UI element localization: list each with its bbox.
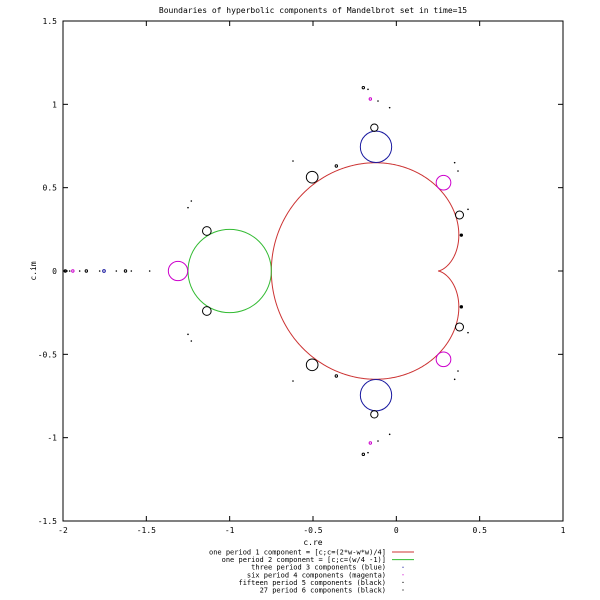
period-6-component-dot [98, 270, 101, 272]
legend-label-series-3: three period 3 components (blue) [251, 564, 386, 572]
component-boundary-circle [123, 269, 128, 273]
component-boundary-circle [455, 322, 464, 332]
period-6-component-dot [292, 380, 294, 382]
component-boundary-circle [368, 97, 373, 101]
x-tick-label: 0 [394, 526, 399, 535]
x-tick-label: -0.5 [303, 526, 322, 535]
component-boundaries [63, 85, 469, 457]
period-6-component-dot [187, 333, 189, 336]
period-6-component-dot [367, 451, 369, 454]
component-boundary-circle [370, 410, 379, 419]
chart-title: Boundaries of hyperbolic components of M… [159, 6, 467, 15]
y-tick-label: 1.5 [43, 17, 58, 26]
component-boundary-circle [455, 210, 464, 220]
legend: one period 1 component = [c;c=(2*w-w*w)/… [209, 549, 414, 595]
period-6-component-dot [78, 270, 81, 272]
x-tick-label: -2 [58, 526, 68, 535]
x-axis-label: c.re [303, 538, 322, 547]
period-6-component-dot [130, 270, 133, 272]
period-6-component-dot [388, 433, 391, 436]
legend-label-series-6: 27 period 6 components (black) [260, 587, 386, 595]
axis-ticks: -2 -1.5 -1 -0.5 0 0.5 1-1.5-1-0.500.511.5 [38, 17, 566, 535]
y-axis-label: c.im [29, 261, 38, 280]
component-boundary-circle [435, 174, 452, 191]
series-6-group [63, 88, 469, 454]
x-tick-label: 0.5 [472, 526, 487, 535]
period-6-component-dot [292, 160, 294, 162]
y-tick-label: -1 [47, 434, 57, 443]
period-6-component-dot [63, 270, 66, 272]
component-boundary-circle [361, 85, 366, 90]
y-tick-label: -0.5 [38, 350, 57, 359]
legend-swatch-series-3 [402, 566, 404, 568]
period-6-component-dot [453, 378, 456, 381]
component-boundary-circle [361, 452, 366, 457]
component-boundary-circle [305, 358, 319, 372]
period-6-component-dot [115, 270, 118, 272]
period-6-component-dot [190, 200, 193, 202]
period-6-component-dot [457, 170, 459, 172]
component-boundary-circle [334, 374, 339, 378]
component-boundary-circle [368, 441, 373, 445]
period-6-component-dot [453, 161, 456, 164]
component-boundary-circle [84, 269, 89, 273]
component-boundary-circle [202, 226, 212, 236]
legend-swatch-series-5 [402, 581, 404, 584]
period-6-component-dot [190, 340, 193, 342]
component-boundary-circle [202, 306, 212, 316]
legend-swatch-series-6 [402, 589, 404, 591]
period-6-component-dot [467, 208, 469, 211]
component-boundary-circle [334, 164, 339, 168]
period-6-component-dot [377, 100, 379, 102]
period-6-component-dot [467, 331, 469, 334]
period-6-component-dot [148, 270, 151, 272]
component-boundary-circle [305, 170, 319, 184]
period-6-component-dot [459, 305, 464, 309]
period-6-component-dot [367, 88, 369, 91]
period-6-component-dot [457, 370, 459, 372]
period-6-component-dot [377, 440, 379, 442]
period-6-component-dot [68, 270, 71, 272]
component-boundary-circle [370, 123, 379, 132]
x-tick-label: -1.5 [137, 526, 156, 535]
y-tick-label: 1 [52, 100, 57, 109]
period-6-component-dot [459, 233, 464, 237]
legend-swatch-series-4 [402, 574, 404, 576]
component-boundary-circle [167, 260, 189, 282]
y-tick-label: 0 [52, 267, 57, 276]
period-6-component-dot [388, 106, 391, 109]
x-tick-label: 1 [561, 526, 566, 535]
series-4-group [71, 97, 452, 445]
period-6-component-dot [187, 206, 189, 209]
y-tick-label: -1.5 [38, 517, 57, 526]
legend-label-series-5: fifteen period 5 components (black) [238, 579, 386, 587]
legend-label-series-1: one period 1 component = [c;c=(2*w-w*w)/… [209, 549, 386, 557]
x-tick-label: -1 [225, 526, 235, 535]
legend-label-series-2: one period 2 component = [c;c=(w/4 -1)] [222, 556, 386, 564]
y-tick-label: 0.5 [43, 184, 58, 193]
series-5-group [63, 85, 464, 457]
component-boundary-circle [435, 351, 452, 368]
legend-label-series-4: six period 4 components (magenta) [247, 571, 386, 579]
component-boundary-circle [102, 269, 106, 273]
component-boundary-circle [71, 269, 75, 273]
